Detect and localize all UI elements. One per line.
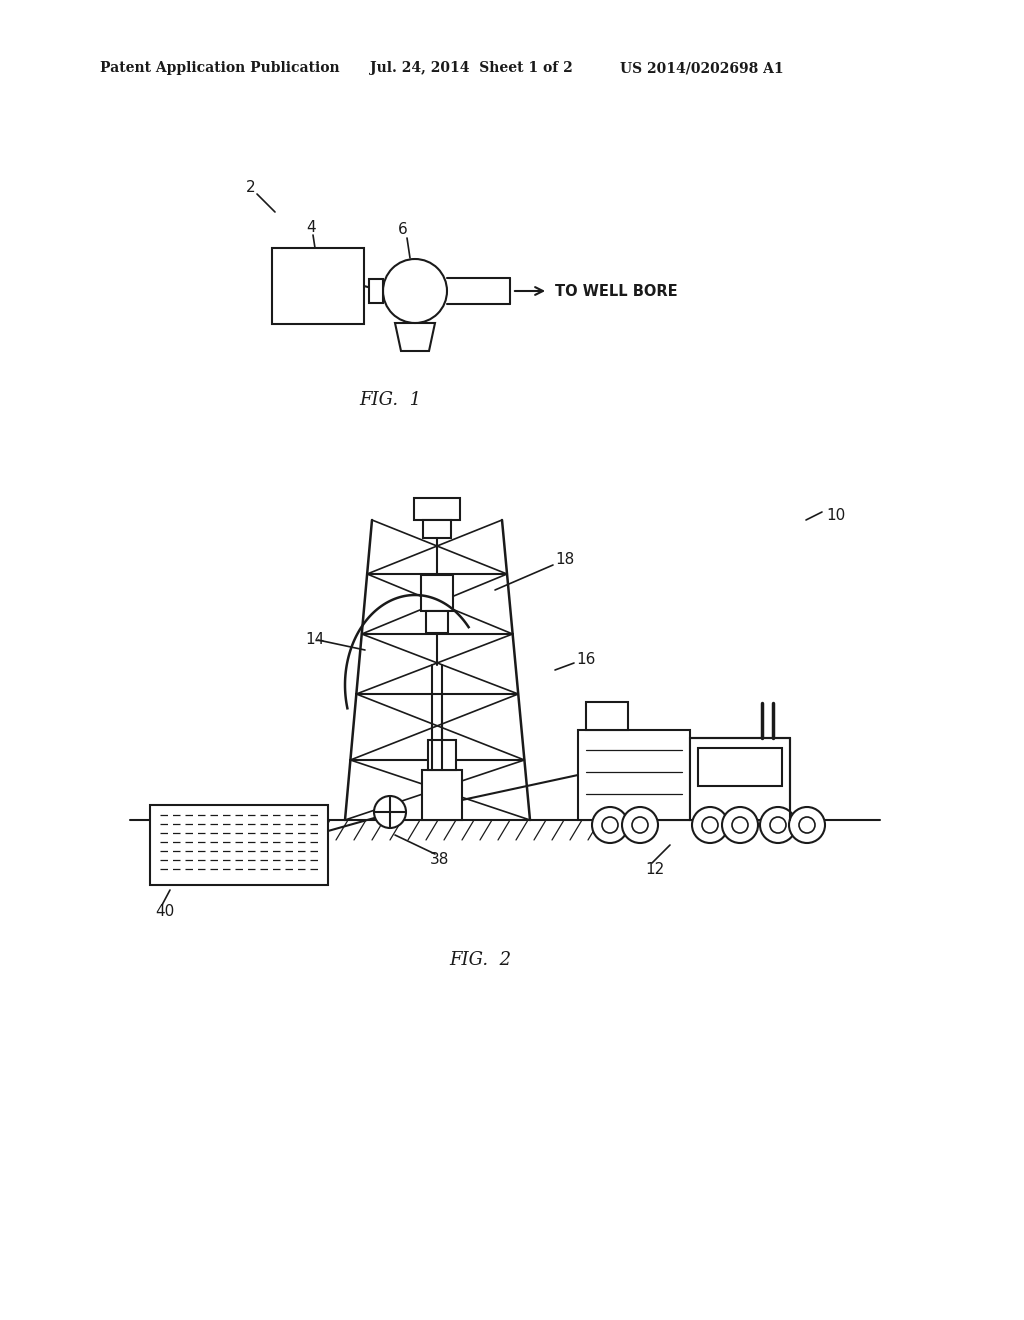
Circle shape [770, 817, 786, 833]
Bar [423, 520, 451, 539]
Text: FIG.  2: FIG. 2 [449, 950, 511, 969]
Bar [586, 702, 628, 730]
Text: Patent Application Publication: Patent Application Publication [100, 61, 340, 75]
Text: 6: 6 [398, 223, 408, 238]
Text: 38: 38 [430, 853, 450, 867]
Polygon shape [395, 323, 435, 351]
Text: 2: 2 [246, 181, 256, 195]
Text: Jul. 24, 2014  Sheet 1 of 2: Jul. 24, 2014 Sheet 1 of 2 [370, 61, 572, 75]
Circle shape [722, 807, 758, 843]
Text: 40: 40 [155, 904, 174, 920]
Text: 16: 16 [575, 652, 595, 668]
Text: 10: 10 [826, 507, 845, 523]
Circle shape [702, 817, 718, 833]
Circle shape [622, 807, 658, 843]
Circle shape [799, 817, 815, 833]
Circle shape [732, 817, 748, 833]
Bar [698, 748, 782, 785]
Text: TO WELL BORE: TO WELL BORE [555, 284, 678, 298]
Circle shape [374, 796, 406, 828]
Text: 4: 4 [306, 220, 315, 235]
Bar [578, 730, 690, 820]
Bar [421, 576, 453, 611]
Circle shape [383, 259, 447, 323]
Bar [428, 741, 456, 770]
Circle shape [632, 817, 648, 833]
Bar [272, 248, 364, 323]
Bar [422, 770, 462, 820]
Text: US 2014/0202698 A1: US 2014/0202698 A1 [620, 61, 783, 75]
Bar [690, 738, 790, 820]
Text: FIG.  1: FIG. 1 [359, 391, 421, 409]
Bar [150, 805, 328, 884]
Bar [426, 611, 449, 634]
Text: 12: 12 [645, 862, 665, 878]
Circle shape [790, 807, 825, 843]
Circle shape [592, 807, 628, 843]
Circle shape [692, 807, 728, 843]
Text: 18: 18 [555, 553, 574, 568]
Bar [414, 498, 460, 520]
Text: 14: 14 [305, 632, 325, 648]
Bar [369, 279, 383, 304]
Circle shape [760, 807, 796, 843]
Circle shape [602, 817, 618, 833]
